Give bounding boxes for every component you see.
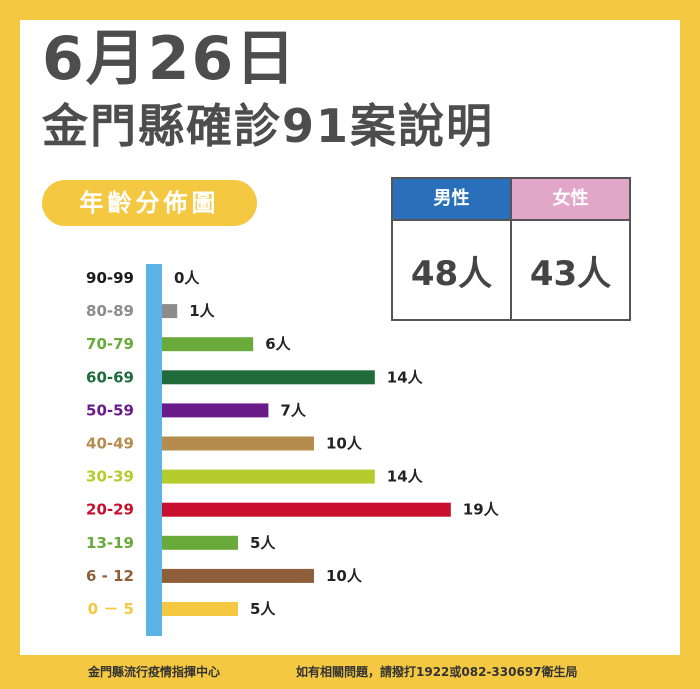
gender-table: 男性 48人 女性 43人 [391, 177, 631, 321]
female-label: 女性 [512, 179, 629, 221]
bar [162, 403, 269, 418]
category-label: 13-19 [86, 534, 134, 552]
male-label: 男性 [393, 179, 510, 221]
value-label: 14人 [387, 368, 424, 386]
category-label: 6 - 12 [86, 567, 134, 585]
value-label: 1人 [189, 302, 215, 320]
category-label: 30-39 [86, 468, 134, 486]
bar [162, 602, 238, 616]
category-label: 80-89 [86, 302, 134, 320]
male-value: 48人 [410, 253, 493, 294]
category-label: 20-29 [86, 501, 134, 519]
bar [162, 469, 375, 484]
bar [162, 337, 254, 352]
title-date: 6月26日 [42, 24, 298, 94]
bar [162, 370, 375, 385]
male-column: 男性 48人 [393, 179, 510, 319]
bar [162, 502, 451, 517]
value-label: 5人 [250, 600, 276, 618]
bar [162, 436, 314, 451]
female-column: 女性 43人 [510, 179, 629, 319]
title-main: 金門縣確診91案說明 [42, 99, 495, 153]
value-label: 14人 [387, 468, 424, 486]
female-value: 43人 [529, 253, 612, 294]
bar [162, 568, 314, 583]
value-label: 10人 [326, 435, 363, 453]
category-label: 0 － 5 [88, 600, 134, 618]
value-label: 0人 [174, 269, 200, 287]
category-label: 60-69 [86, 368, 134, 386]
category-label: 50-59 [86, 401, 134, 419]
category-label: 90-99 [86, 269, 134, 287]
content-panel [20, 20, 680, 655]
chart-axis [146, 264, 162, 636]
age-distribution-label: 年齡分佈圖 [42, 180, 257, 226]
value-label: 7人 [280, 401, 306, 419]
footer-right: 如有相關問題，請撥打1922或082-330697衛生局 [296, 665, 578, 679]
value-label: 19人 [463, 501, 500, 519]
value-label: 10人 [326, 567, 363, 585]
value-label: 6人 [265, 335, 291, 353]
category-label: 40-49 [86, 435, 134, 453]
footer-left: 金門縣流行疫情指揮中心 [88, 665, 221, 679]
bar [162, 535, 238, 550]
category-label: 70-79 [86, 335, 134, 353]
value-label: 5人 [250, 534, 276, 552]
bar [162, 304, 178, 319]
